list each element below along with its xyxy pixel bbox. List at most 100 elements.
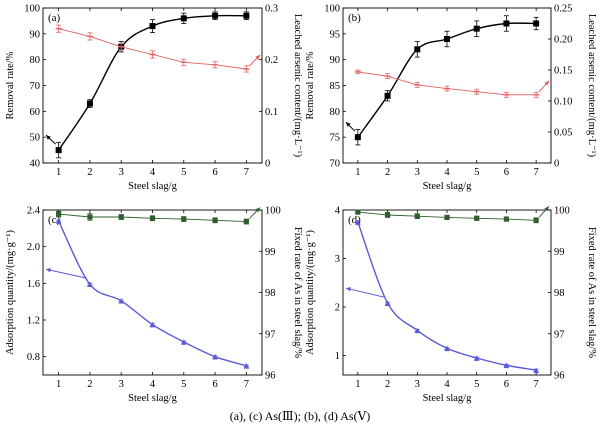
data-point (55, 147, 62, 154)
data-point (414, 327, 421, 334)
y2-axis-title: Leached arsenic content/(mg·L⁻¹) (292, 14, 303, 158)
data-point (55, 218, 62, 224)
x-tick-label: 4 (150, 379, 156, 390)
data-point (414, 213, 420, 219)
x-tick-label: 7 (534, 379, 539, 390)
x-tick-label: 3 (415, 379, 420, 390)
data-point (503, 362, 510, 369)
y-axis-title: Removal rate/% (5, 51, 16, 119)
y-tick-label: 1.2 (27, 316, 40, 327)
x-tick-label: 7 (244, 167, 249, 178)
y-tick-label: 90 (30, 29, 41, 40)
y2-tick-label: 0.15 (554, 66, 572, 77)
x-tick-label: 2 (385, 379, 390, 390)
data-point (87, 281, 93, 288)
y-tick-label: 100 (24, 4, 40, 15)
x-tick-label: 6 (212, 379, 217, 390)
series-left-axis (355, 219, 539, 373)
y-tick-label: 70 (330, 159, 341, 170)
x-tick-label: 4 (444, 167, 450, 178)
series-left-axis (354, 15, 540, 146)
y-tick-label: 2.0 (27, 242, 40, 253)
series-line (57, 220, 247, 367)
x-axis-title: Steel slag/g (128, 181, 177, 192)
chart-panel-a: 1 2 3 4 5 6 7 40 50 60 70 80 90 100 0 0.1 0.2 0.3 Steel sl… (5, 4, 303, 193)
y2-tick-label: 98 (265, 288, 276, 299)
y-tick-label: 4 (335, 206, 341, 217)
x-tick-label: 2 (87, 379, 92, 390)
y-tick-label: 1.6 (27, 279, 40, 290)
chart-panel-c: 1 2 3 4 5 6 7 0.8 1.2 1.6 2.0 2.4 96 97 98 99 100 Steel s… (5, 206, 303, 405)
data-point (243, 12, 250, 19)
series-left-axis (55, 218, 250, 369)
data-point (384, 300, 391, 306)
data-point (355, 219, 361, 225)
x-tick-label: 7 (244, 379, 249, 390)
chart-panel-b: 1 2 3 4 5 6 7 70 75 80 85 90 95 100 0 0.05 0.10 0.15 0.20 0… (305, 4, 597, 193)
y-tick-label: 75 (330, 133, 341, 144)
y2-tick-label: 0 (554, 159, 559, 170)
data-point (180, 15, 187, 22)
y-tick-label: 3 (335, 254, 340, 265)
x-tick-label: 3 (119, 379, 124, 390)
x-tick-label: 5 (474, 167, 479, 178)
data-point (149, 215, 156, 221)
data-point (533, 367, 539, 373)
y-tick-label: 95 (330, 29, 341, 40)
axis-indicator-arrow (345, 121, 356, 132)
axis-indicator-arrow (45, 134, 56, 145)
y2-tick-label: 97 (554, 329, 565, 340)
data-point (503, 216, 510, 222)
panel-label: (a) (48, 12, 61, 24)
data-point (86, 100, 93, 107)
data-point (56, 211, 62, 217)
series-line (58, 28, 247, 70)
axis-indicator-arrow (248, 54, 261, 67)
y-tick-label: 40 (30, 159, 41, 170)
x-axis-title: Steel slag/g (423, 393, 472, 404)
x-tick-label: 5 (474, 379, 479, 390)
data-point (87, 214, 93, 220)
y2-tick-label: 0.05 (554, 128, 572, 139)
y2-axis-title: Fixed rate of As in steel slag/% (292, 227, 303, 358)
x-axis-title: Steel slag/g (128, 393, 177, 404)
x-tick-label: 6 (504, 167, 509, 178)
x-tick-label: 1 (355, 379, 360, 390)
data-point (473, 25, 480, 32)
axis-indicator-arrow (538, 205, 550, 218)
y-axis-title: Adsorption quantity/(mg·g⁻¹) (305, 229, 316, 355)
x-tick-label: 2 (385, 167, 390, 178)
y2-tick-label: 98 (554, 288, 565, 299)
y-tick-label: 50 (30, 133, 41, 144)
data-point (503, 20, 510, 27)
data-point (384, 212, 391, 218)
y-tick-label: 85 (330, 81, 341, 92)
y2-tick-label: 0.3 (265, 4, 278, 15)
y-tick-label: 2.4 (27, 206, 41, 217)
data-point (118, 214, 124, 220)
y2-tick-label: 100 (265, 206, 281, 217)
axis-indicator-arrow (45, 268, 88, 279)
series-left-axis (55, 11, 250, 159)
x-tick-label: 7 (534, 167, 539, 178)
x-tick-label: 5 (181, 167, 186, 178)
y-axis-title: Removal rate/% (305, 51, 316, 119)
y2-tick-label: 97 (265, 329, 276, 340)
data-point (444, 36, 450, 42)
plot-frame (42, 209, 263, 376)
data-point (414, 46, 421, 53)
data-point (212, 353, 218, 360)
data-point (384, 92, 391, 99)
data-point (444, 214, 450, 221)
x-tick-label: 3 (119, 167, 124, 178)
x-tick-label: 3 (415, 167, 420, 178)
data-point (118, 297, 125, 304)
y2-axis-title: Fixed rate of As in steel slag/% (586, 227, 597, 358)
data-point (355, 209, 361, 215)
series-right-axis (55, 24, 250, 73)
y2-tick-label: 99 (554, 247, 565, 258)
x-tick-label: 6 (504, 379, 509, 390)
data-point (444, 345, 450, 352)
x-tick-label: 4 (150, 167, 156, 178)
